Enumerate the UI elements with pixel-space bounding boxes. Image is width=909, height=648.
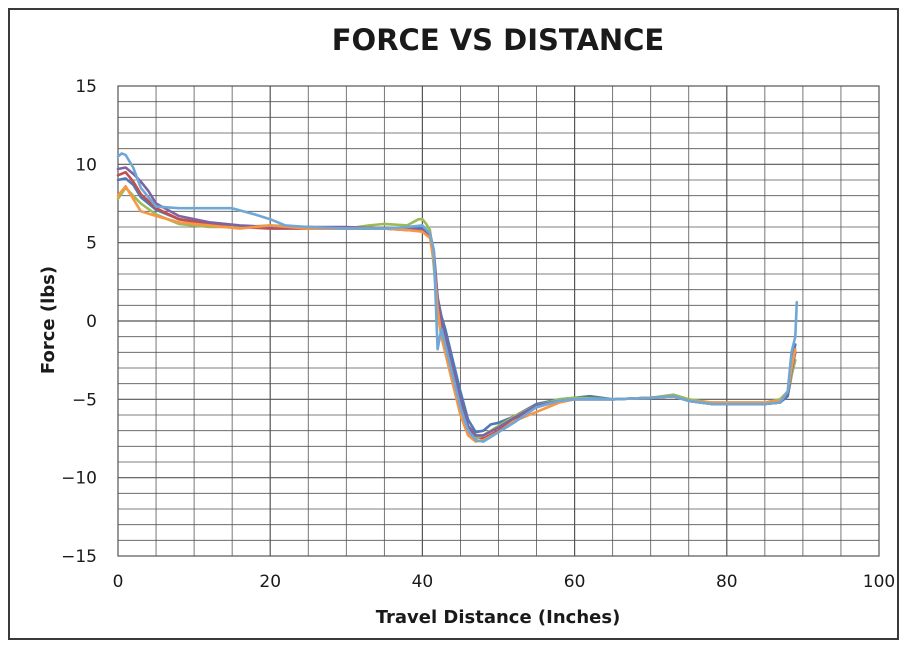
y-tick-label: −10: [61, 469, 97, 489]
x-axis-tick-labels: 0 20 40 60 80 100: [113, 572, 896, 592]
x-tick-label: 0: [113, 572, 124, 592]
y-axis-title: Force (lbs): [38, 266, 59, 374]
x-tick-label: 60: [564, 572, 586, 592]
y-tick-label: 15: [75, 77, 97, 97]
y-tick-label: 10: [75, 155, 97, 175]
series-layer: [116, 152, 799, 443]
x-tick-label: 80: [716, 572, 738, 592]
x-tick-label: 20: [259, 572, 281, 592]
gridlines: [118, 86, 879, 556]
x-tick-label: 100: [863, 572, 895, 592]
y-tick-label: −15: [61, 547, 97, 567]
y-axis-tick-labels: 15 10 5 0 −5 −10 −15: [61, 77, 97, 567]
chart-title: FORCE VS DISTANCE: [332, 23, 665, 57]
y-tick-label: 5: [86, 234, 97, 254]
y-tick-label: −5: [72, 390, 97, 410]
plot-area-border: [117, 85, 880, 557]
series-line-6: [116, 152, 799, 443]
chart-frame: [8, 8, 899, 640]
x-axis-title: Travel Distance (Inches): [376, 607, 621, 628]
x-tick-label: 40: [412, 572, 434, 592]
y-tick-label: 0: [86, 312, 97, 332]
